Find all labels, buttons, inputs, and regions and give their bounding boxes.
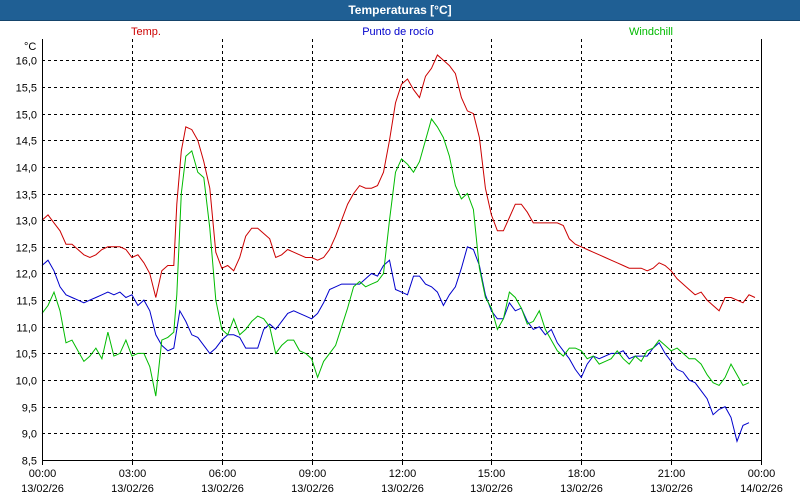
plot-frame [42, 39, 762, 465]
y-tick-label: 12,0 [16, 269, 37, 281]
x-tick-date: 13/02/26 [470, 483, 513, 495]
window-title-bar: Temperaturas [°C] [0, 0, 800, 21]
x-tick-time: 03:00 [119, 468, 147, 480]
legend-entry: Punto de rocío [362, 26, 434, 38]
y-unit-label: °C [24, 41, 36, 53]
x-tick-date: 13/02/26 [560, 483, 603, 495]
y-tick-label: 10,0 [16, 376, 37, 388]
legend-entry: Windchill [629, 26, 673, 38]
y-tick-label: 15,0 [16, 110, 37, 122]
x-tick-time: 15:00 [478, 468, 506, 480]
y-tick-label: 12,5 [16, 243, 37, 255]
y-tick-label: 13,0 [16, 216, 37, 228]
y-tick-label: 9,5 [22, 403, 37, 415]
x-tick-time: 00:00 [29, 468, 57, 480]
series-lines [41, 54, 756, 443]
y-tick-label: 9,0 [22, 429, 37, 441]
x-tick-date: 13/02/26 [21, 483, 64, 495]
series-line-punto-de-rocio [41, 246, 750, 443]
x-tick-time: 21:00 [658, 468, 686, 480]
x-tick-date: 13/02/26 [650, 483, 693, 495]
x-tick-date: 13/02/26 [381, 483, 424, 495]
x-tick-time: 18:00 [568, 468, 596, 480]
x-tick-time: 09:00 [299, 468, 327, 480]
axis-labels: 8,5 9,0 9,5 10,0 10,5 11,0 11,5 12,0 12,5 13,0 13,… [16, 41, 783, 495]
series-line-windchill [41, 117, 750, 397]
x-tick-date: 13/02/26 [291, 483, 334, 495]
legend-entry: Temp. [131, 26, 161, 38]
x-tick-date: 14/02/26 [740, 483, 783, 495]
y-tick-label: 11,5 [16, 296, 37, 308]
y-tick-label: 11,0 [16, 323, 37, 335]
y-tick-label: 14,5 [16, 136, 37, 148]
y-tick-label: 16,0 [16, 56, 37, 68]
x-tick-time: 00:00 [748, 468, 776, 480]
x-tick-date: 13/02/26 [201, 483, 244, 495]
x-tick-date: 13/02/26 [111, 483, 154, 495]
x-tick-time: 06:00 [209, 468, 237, 480]
y-tick-label: 8,5 [22, 456, 37, 468]
grid-lines [42, 39, 761, 461]
y-tick-label: 14,0 [16, 163, 37, 175]
legend: Temp. Punto de rocío Windchill [131, 26, 673, 38]
y-tick-label: 15,5 [16, 83, 37, 95]
y-tick-label: 13,5 [16, 190, 37, 202]
window-title: Temperaturas [°C] [348, 3, 452, 17]
x-tick-time: 12:00 [389, 468, 417, 480]
y-tick-label: 10,5 [16, 349, 37, 361]
series-line-temp [41, 54, 756, 312]
temperature-chart: 8,5 9,0 9,5 10,0 10,5 11,0 11,5 12,0 12,5 13,0 13,… [16, 26, 783, 495]
